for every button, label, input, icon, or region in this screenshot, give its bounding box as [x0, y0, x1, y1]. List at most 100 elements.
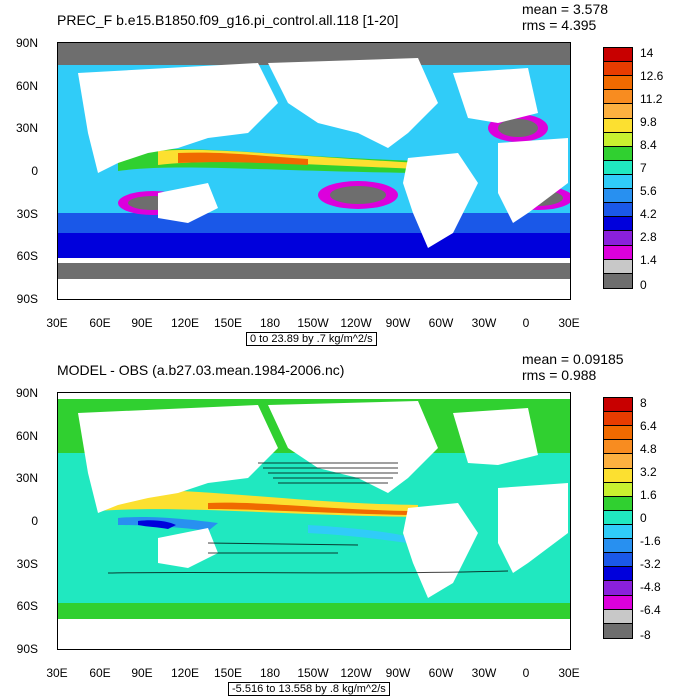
colorbar-swatch	[604, 62, 632, 77]
lon-label: 60W	[428, 666, 454, 680]
colorbar-swatch	[604, 273, 632, 288]
lat-label: 60N	[15, 429, 38, 443]
lat-label: 60S	[16, 249, 38, 263]
lon-label: 60W	[428, 316, 454, 330]
lon-label: 180	[259, 316, 281, 330]
colorbar-label: 6.4	[640, 419, 657, 433]
lon-label: 60E	[89, 316, 111, 330]
lat-label: 30S	[16, 207, 38, 221]
lat-label: 90N	[15, 386, 38, 400]
lon-label: 30W	[471, 316, 497, 330]
rms-value: rms = 0.988	[522, 367, 597, 383]
colorbar-swatch	[604, 553, 632, 568]
colorbar-swatch	[604, 104, 632, 119]
colorbar-swatch	[604, 609, 632, 624]
lat-label: 90N	[15, 36, 38, 50]
colorbar-label: 5.6	[640, 184, 657, 198]
colorbar-label: 11.2	[640, 92, 663, 106]
lon-label: 120E	[170, 666, 200, 680]
lat-label: 90S	[16, 292, 38, 306]
lon-label: 90W	[385, 316, 411, 330]
colorbar-label: 1.6	[640, 488, 657, 502]
colorbar-label: -1.6	[640, 534, 661, 548]
lon-label: 60E	[89, 666, 111, 680]
lat-label: 0	[31, 164, 38, 178]
lon-label: 90W	[385, 666, 411, 680]
lon-label: 0	[522, 316, 530, 330]
colorbar-label: 2.8	[640, 230, 657, 244]
lon-label: 150E	[213, 316, 243, 330]
colorbar-swatch	[604, 245, 632, 260]
colorbar-label: 4.2	[640, 207, 657, 221]
colorbar-label: 0	[640, 511, 647, 525]
colorbar-swatch	[604, 118, 632, 133]
colorbar-swatch	[604, 524, 632, 540]
map-svg	[58, 393, 570, 649]
lon-label: 90E	[131, 666, 153, 680]
lon-label: 120E	[170, 316, 200, 330]
colorbar-label: 8	[640, 396, 647, 410]
mean-value: mean = 0.09185	[522, 351, 624, 367]
colorbar-swatch	[604, 160, 632, 175]
lon-label: 30W	[471, 666, 497, 680]
colorbar	[603, 47, 633, 289]
colorbar-swatch	[604, 468, 632, 483]
lat-label: 30N	[15, 471, 38, 485]
lat-label: 0	[31, 514, 38, 528]
colorbar-swatch	[604, 454, 632, 469]
colorbar-swatch	[604, 595, 632, 610]
colorbar-swatch	[604, 412, 632, 427]
colorbar	[603, 397, 633, 639]
lon-label: 0	[522, 666, 530, 680]
colorbar-label: 9.8	[640, 115, 657, 129]
lon-label: 30E	[46, 666, 68, 680]
colorbar-swatch	[604, 259, 632, 274]
colorbar-label: -3.2	[640, 557, 661, 571]
colorbar-swatch	[604, 440, 632, 455]
colorbar-swatch	[604, 76, 632, 91]
colorbar-swatch	[604, 496, 632, 511]
colorbar-label: -8	[640, 628, 651, 642]
lat-label: 60N	[15, 79, 38, 93]
lon-label: 30E	[46, 316, 68, 330]
colorbar-swatch	[604, 482, 632, 497]
plot-title: MODEL - OBS (a.b27.03.mean.1984-2006.nc)	[57, 362, 345, 378]
colorbar-label: -6.4	[640, 603, 661, 617]
colorbar-swatch	[604, 623, 632, 638]
colorbar-label: 1.4	[640, 253, 657, 267]
colorbar-swatch	[604, 426, 632, 441]
lon-label: 120W	[340, 316, 372, 330]
contour-range-label: -5.516 to 13.558 by .8 kg/m^2/s	[228, 682, 390, 696]
panel-model-minus-obs: MODEL - OBS (a.b27.03.mean.1984-2006.nc)…	[0, 350, 700, 700]
lon-label: 180	[259, 666, 281, 680]
colorbar-swatch	[604, 398, 632, 413]
colorbar-swatch	[604, 231, 632, 246]
lon-label: 90E	[131, 316, 153, 330]
rms-value: rms = 4.395	[522, 17, 597, 33]
colorbar-swatch	[604, 203, 632, 218]
colorbar-label: 14	[640, 46, 654, 60]
colorbar-swatch	[604, 581, 632, 596]
colorbar-label: 7	[640, 161, 647, 175]
colorbar-label: 8.4	[640, 138, 657, 152]
colorbar-swatch	[604, 510, 632, 525]
lat-label: 30N	[15, 121, 38, 135]
colorbar-label: 12.6	[640, 69, 664, 83]
lat-label: 90S	[16, 642, 38, 656]
colorbar-swatch	[604, 146, 632, 161]
lon-label: 150E	[213, 666, 243, 680]
lon-label: 150W	[297, 666, 329, 680]
lat-label: 60S	[16, 599, 38, 613]
colorbar-swatch	[604, 539, 632, 554]
lat-label: 30S	[16, 557, 38, 571]
contour-range-label: 0 to 23.89 by .7 kg/m^2/s	[246, 332, 377, 346]
map-svg	[58, 43, 570, 299]
colorbar-label: 3.2	[640, 465, 657, 479]
plot-title: PREC_F b.e15.B1850.f09_g16.pi_control.al…	[57, 12, 399, 28]
colorbar-swatch	[604, 174, 632, 190]
colorbar-swatch	[604, 90, 632, 105]
map-plot-precip	[57, 42, 571, 300]
map-plot-difference	[57, 392, 571, 650]
colorbar-swatch	[604, 48, 632, 63]
mean-value: mean = 3.578	[522, 1, 609, 17]
